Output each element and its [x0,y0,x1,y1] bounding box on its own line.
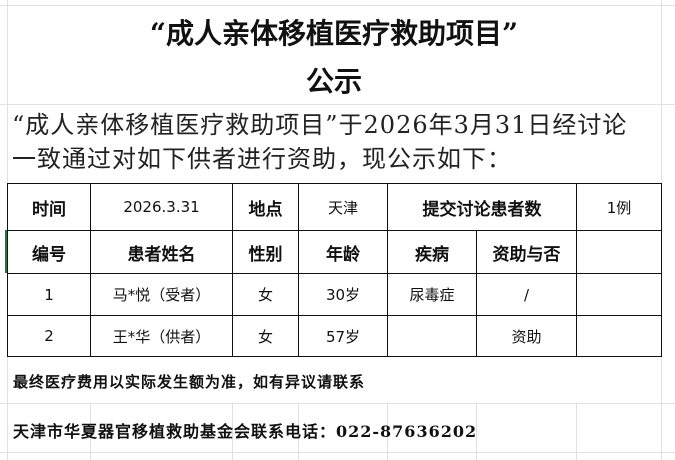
header-cell [576,230,662,274]
header-cell: 性别 [232,230,299,274]
cell[interactable]: / [476,273,577,316]
cell[interactable]: 王*华（供者） [90,315,233,357]
cell[interactable]: 1 [7,273,91,316]
count-label: 提交讨论患者数 [387,183,577,231]
time-label: 时间 [7,183,91,231]
header-row: 编号 患者姓名 性别 年龄 疾病 资助与否 [7,230,662,274]
title-line-1: “成人亲体移植医疗救助项目” [149,17,519,50]
cell[interactable] [576,315,662,357]
header-cell: 资助与否 [476,230,577,274]
count-value[interactable]: 1例 [576,183,662,231]
place-label: 地点 [232,183,299,231]
time-value[interactable]: 2026.3.31 [90,183,233,231]
table-row: 2 王*华（供者） 女 57岁 资助 [7,315,662,357]
note-contact: 天津市华夏器官移植救助基金会联系电话：022-87636202 [13,422,478,441]
cell[interactable]: 2 [7,315,91,357]
cell[interactable]: 30岁 [298,273,388,316]
intro-text: “成人亲体移植医疗救助项目”于2026年3月31日经讨论一致通过对如下供者进行资… [12,111,628,173]
cell[interactable]: 尿毒症 [387,273,477,316]
row-selection-marker [5,230,7,273]
header-cell: 疾病 [387,230,477,274]
title-line-2: 公示 [305,65,362,98]
cell[interactable] [576,273,662,316]
place-value[interactable]: 天津 [298,183,388,231]
note-fee: 最终医疗费用以实际发生额为准，如有异议请联系 [13,373,366,391]
header-cell: 患者姓名 [90,230,233,274]
header-cell: 编号 [7,230,91,274]
header-cell: 年龄 [298,230,388,274]
cell[interactable] [387,315,477,357]
cell[interactable]: 资助 [476,315,577,357]
cell[interactable]: 女 [232,273,299,316]
table-row: 1 马*悦（受者） 女 30岁 尿毒症 / [7,273,662,316]
info-row: 时间 2026.3.31 地点 天津 提交讨论患者数 1例 [7,183,662,231]
cell[interactable]: 马*悦（受者） [90,273,233,316]
cell[interactable]: 57岁 [298,315,388,357]
aid-table: 时间 2026.3.31 地点 天津 提交讨论患者数 1例 编号 患者姓名 性别… [7,183,662,357]
cell[interactable]: 女 [232,315,299,357]
